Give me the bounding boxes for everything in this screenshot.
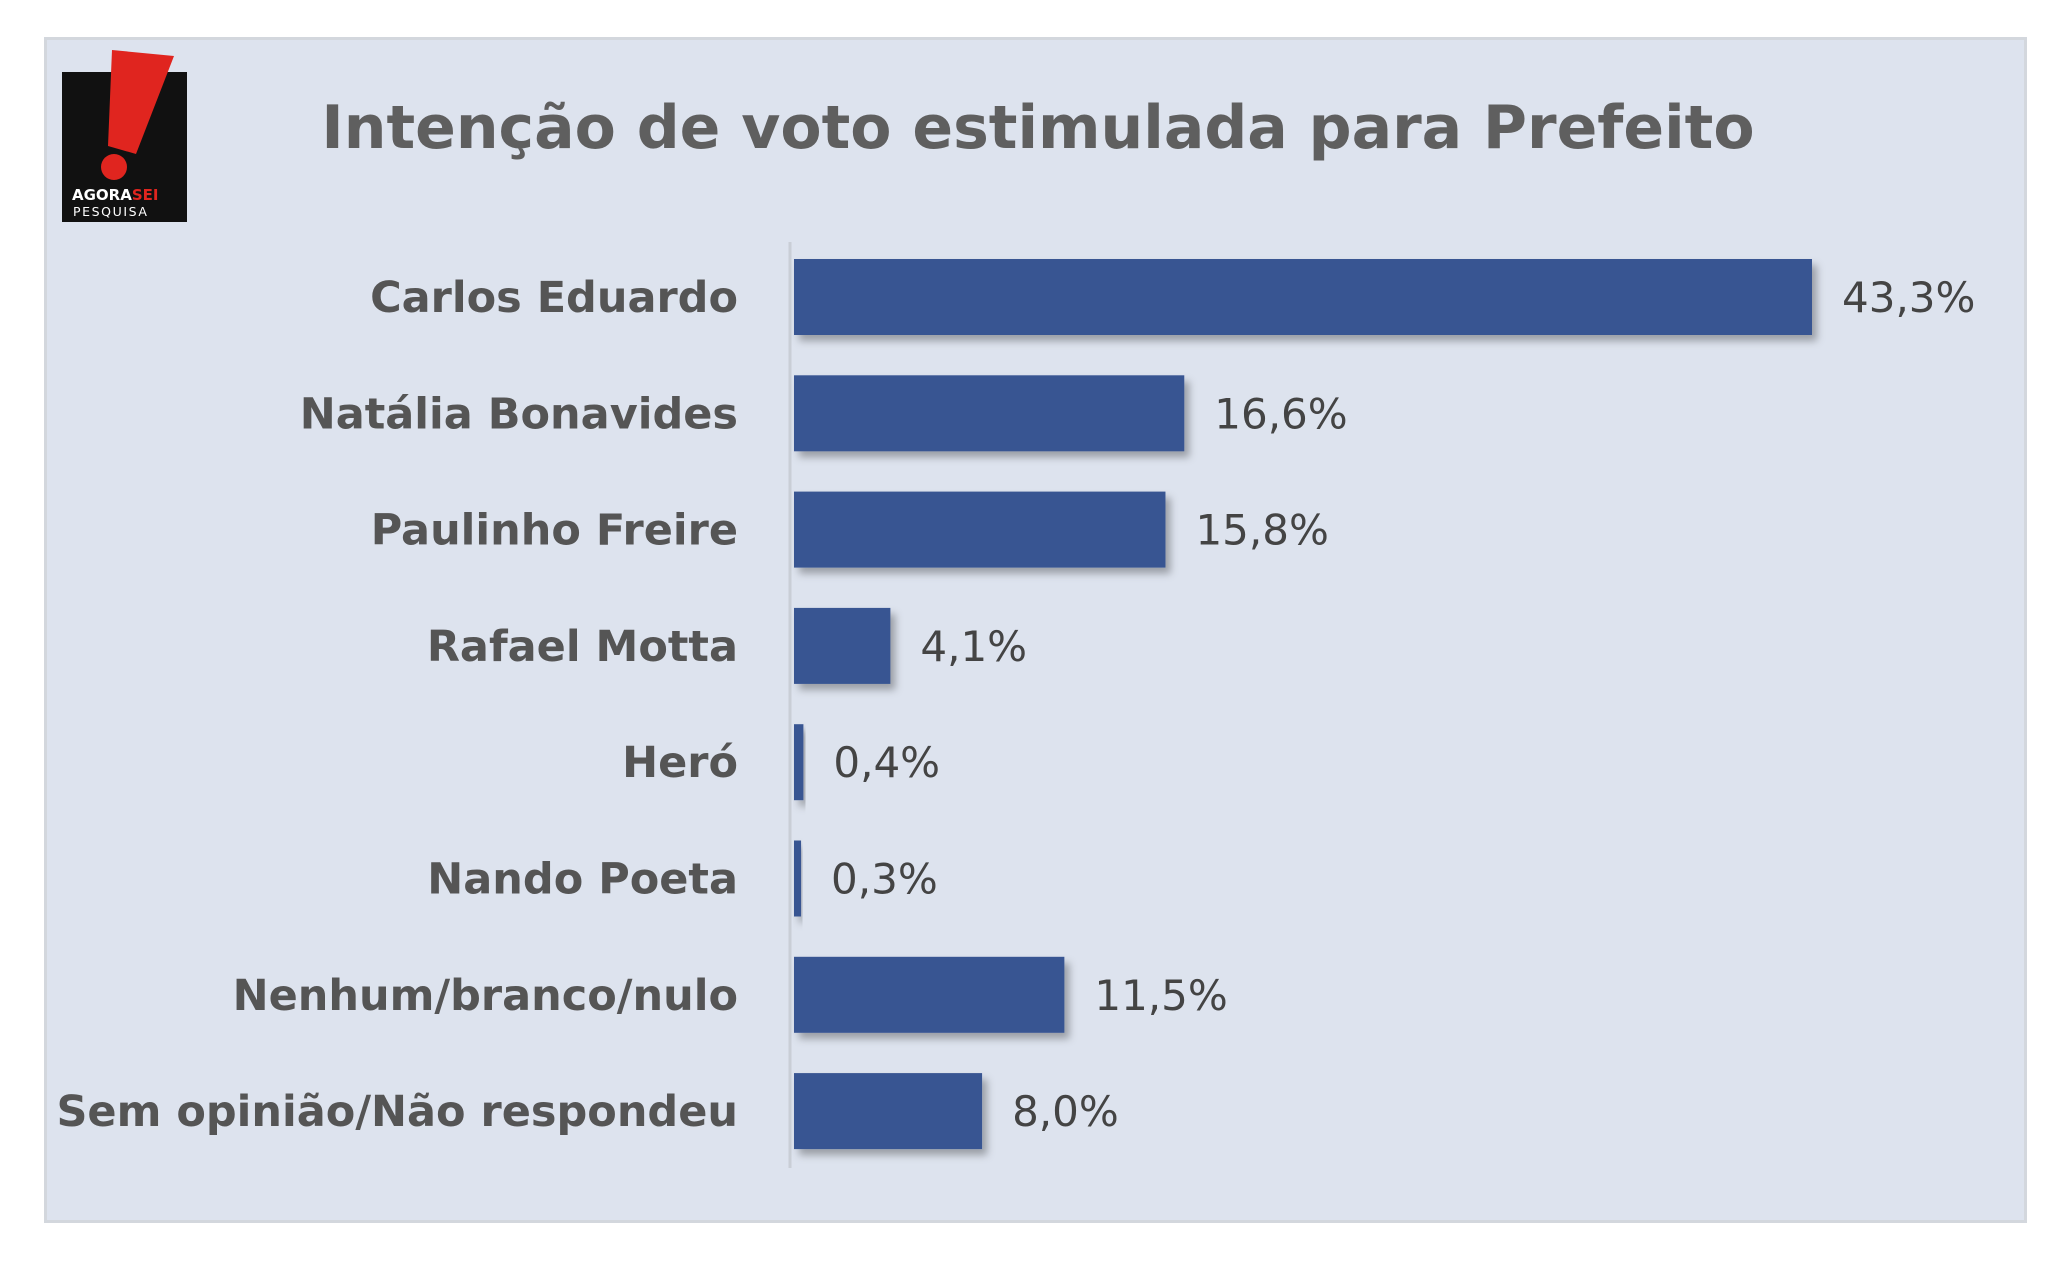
- value-label: 16,6%: [1214, 389, 1347, 438]
- value-label: 0,3%: [831, 855, 938, 904]
- category-label: Nando Poeta: [427, 855, 738, 905]
- value-label: 15,8%: [1195, 506, 1328, 555]
- logo-exclamation-bar: [108, 50, 174, 154]
- bar-2: [794, 375, 1185, 452]
- value-label: 8,0%: [1012, 1087, 1119, 1136]
- category-label: Carlos Eduardo: [370, 273, 738, 323]
- logo-brand-accent: SEI: [132, 186, 159, 204]
- logo-exclamation-dot: [101, 154, 127, 180]
- category-label: Nenhum/branco/nulo: [233, 971, 738, 1021]
- logo-brand-main: AGORA: [72, 186, 132, 204]
- value-label: 4,1%: [920, 622, 1027, 671]
- bar-1: [794, 259, 1812, 335]
- svg-text:AGORASEI: AGORASEI: [72, 186, 158, 204]
- labels-layer: Carlos Eduardo 43,3% Natália Bonavides 16,6…: [56, 273, 1975, 1137]
- value-label: 11,5%: [1094, 971, 1227, 1020]
- bar-7: [794, 956, 1065, 1033]
- bars-layer: [794, 259, 1812, 1150]
- bar-4: [794, 607, 891, 684]
- category-label: Heró: [622, 738, 738, 788]
- value-label: 0,4%: [833, 738, 940, 787]
- category-label: Sem opinião/Não respondeu: [56, 1087, 738, 1137]
- category-label: Natália Bonavides: [300, 389, 738, 439]
- bar-3: [794, 491, 1166, 568]
- bar-5: [794, 724, 804, 801]
- logo-brand-sub: PESQUISA: [73, 204, 149, 219]
- category-label: Rafael Motta: [427, 622, 738, 672]
- category-label: Paulinho Freire: [371, 506, 738, 556]
- agorasei-logo: AGORASEI PESQUISA: [62, 50, 187, 222]
- bar-8: [794, 1073, 983, 1150]
- chart-title: Intenção de voto estimulada para Prefeit…: [321, 93, 1754, 163]
- bar-6: [794, 840, 802, 917]
- value-label: 43,3%: [1842, 273, 1975, 322]
